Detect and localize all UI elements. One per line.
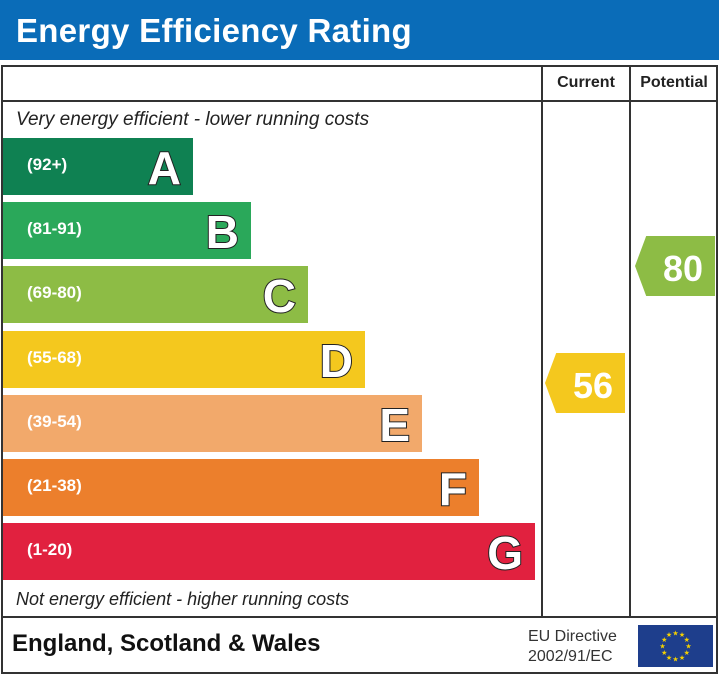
star-icon: ★: [684, 636, 690, 644]
star-icon: ★: [685, 643, 691, 651]
footer-divider: [1, 616, 718, 618]
band-range: (1-20): [27, 540, 73, 559]
star-icon: ★: [659, 643, 665, 651]
band-range: (92+): [27, 155, 68, 174]
band-letter: E: [378, 398, 411, 452]
band-letter: F: [438, 462, 468, 516]
band-range: (55-68): [27, 348, 82, 367]
band-letter: B: [205, 205, 240, 259]
current-rating-arrow: 56: [545, 353, 625, 413]
eu-directive-line1: EU Directive: [528, 628, 617, 645]
rating-frame: [1, 65, 718, 674]
band-a: (92+) A: [3, 138, 193, 195]
band-b: (81-91) B: [3, 202, 251, 259]
band-letter: C: [262, 269, 297, 323]
potential-column-header: Potential: [640, 74, 708, 91]
band-letter: G: [486, 526, 524, 580]
eu-directive: EU Directive 2002/91/EC: [528, 627, 617, 667]
band-range: (21-38): [27, 476, 82, 495]
eu-directive-line2: 2002/91/EC: [528, 648, 613, 665]
star-icon: ★: [684, 649, 690, 657]
star-icon: ★: [661, 649, 667, 657]
star-icon: ★: [661, 636, 667, 644]
column-divider: [629, 65, 631, 618]
current-rating-value: 56: [572, 365, 613, 406]
potential-rating-arrow: 80: [635, 236, 715, 296]
star-icon: ★: [666, 631, 672, 639]
band-g: (1-20) G: [3, 523, 535, 580]
column-divider: [541, 65, 543, 618]
band-f: (21-38) F: [3, 459, 479, 516]
band-letter: A: [147, 141, 182, 195]
band-d: (55-68) D: [3, 331, 365, 388]
eu-flag-icon: ★★★★★★★★★ ★ ★★: [638, 625, 713, 667]
current-column-header: Current: [557, 74, 615, 91]
band-e: (39-54) E: [3, 395, 422, 452]
bottom-note: Not energy efficient - higher running co…: [16, 589, 350, 609]
band-c: (69-80) C: [3, 266, 308, 323]
page-title: Energy Efficiency Rating: [0, 0, 719, 60]
header-divider: [1, 100, 718, 102]
band-range: (81-91): [27, 219, 82, 238]
band-range: (39-54): [27, 412, 82, 431]
star-icon: ★: [679, 631, 685, 639]
star-icon: ★: [666, 654, 672, 662]
band-range: (69-80): [27, 283, 82, 302]
potential-rating-value: 80: [662, 248, 703, 289]
star-icon: ★: [672, 630, 678, 638]
top-note: Very energy efficient - lower running co…: [16, 109, 370, 130]
star-icon: ★: [672, 656, 678, 664]
band-letter: D: [319, 334, 354, 388]
region-label: England, Scotland & Wales: [12, 630, 321, 657]
star-icon: ★: [679, 654, 685, 662]
